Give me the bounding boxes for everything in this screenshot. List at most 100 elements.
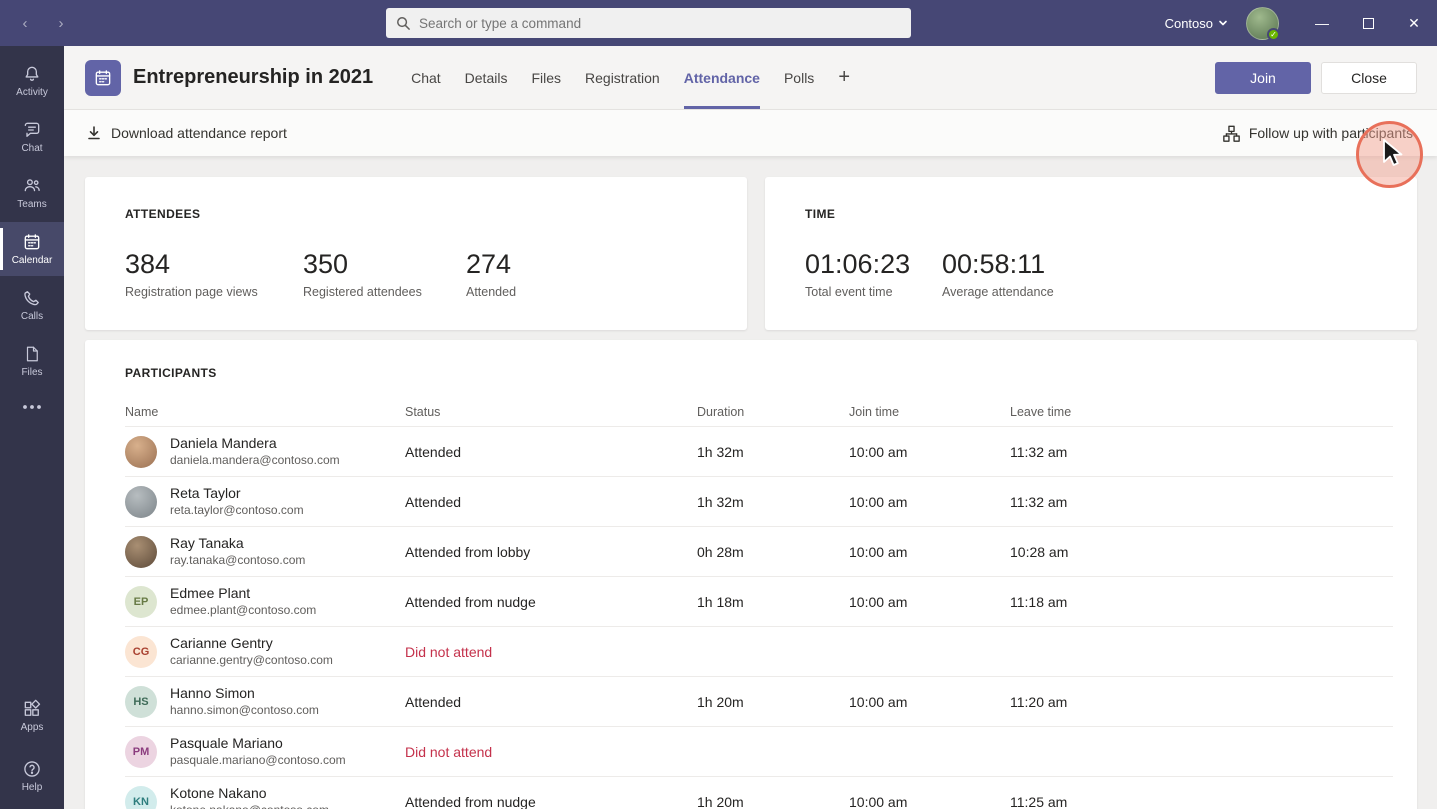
bell-icon [25,66,39,81]
chat-icon [24,122,40,137]
stat-registration-page-views: 384 Registration page views [125,249,258,299]
participant-avatar: CG [125,635,157,668]
presence-available-icon: ✓ [1267,27,1280,41]
close-button[interactable]: Close [1321,61,1417,94]
stat-total-event-time: 01:06:23 Total event time [805,249,911,299]
close-window-button[interactable]: ✕ [1408,14,1420,31]
participant-email: ray.tanaka@contoso.com [170,552,306,567]
tab-details[interactable]: Details [464,69,508,86]
org-switcher[interactable]: Contoso [1165,16,1228,31]
participant-avatar [125,435,157,468]
participants-table-header: Name Status Duration Join time Leave tim… [125,398,1393,426]
tab-files[interactable]: Files [531,69,562,86]
page-title: Entrepreneurship in 2021 [133,66,374,88]
sidebar-item-more[interactable] [0,390,64,424]
stat-registered-attendees: 350 Registered attendees [303,249,422,299]
calendar-icon [24,234,40,250]
meeting-tabs: Chat Details Files Registration Attendan… [399,46,862,109]
join-button[interactable]: Join [1215,61,1311,94]
participant-leave-time: 11:18 am [1010,593,1068,610]
participant-leave-time: 11:20 am [1010,693,1068,710]
tab-chat[interactable]: Chat [411,69,441,86]
attendees-card-title: ATTENDEES [125,207,201,221]
sidebar-item-calendar[interactable]: Calendar [0,222,64,276]
participant-row[interactable]: HS Hanno Simon hanno.simon@contoso.com A… [125,676,1393,726]
tab-attendance[interactable]: Attendance [672,46,772,109]
forward-icon[interactable]: › [58,14,64,32]
participants-card: PARTICIPANTS Name Status Duration Join t… [85,340,1417,809]
participant-row[interactable]: Daniela Mandera daniela.mandera@contoso.… [125,426,1393,476]
add-tab-button[interactable]: + [838,66,850,88]
col-status: Status [405,405,441,419]
tab-polls[interactable]: Polls [783,69,815,86]
participant-status: Attended from nudge [405,593,536,610]
participant-avatar [125,485,157,518]
back-icon[interactable]: ‹ [22,14,28,32]
participant-row[interactable]: CG Carianne Gentry carianne.gentry@conto… [125,626,1393,676]
command-search[interactable] [386,8,911,38]
participant-status: Attended from lobby [405,543,531,560]
search-icon [397,16,410,30]
file-icon [26,346,38,362]
sidebar-item-teams[interactable]: Teams [0,166,64,220]
download-report-button[interactable]: Download attendance report [86,125,287,141]
people-icon [24,179,40,192]
participant-name: Daniela Mandera [170,435,277,452]
app-sidebar: Activity Chat Teams [0,46,64,809]
participant-email: pasquale.mariano@contoso.com [170,752,346,767]
phone-icon [24,291,39,306]
attendance-toolbar: Download attendance report Follow up wit… [64,110,1437,156]
participant-email: carianne.gentry@contoso.com [170,652,333,667]
participant-status: Attended [405,443,462,460]
participant-email: kotone.nakano@contoso.com [170,803,329,809]
meeting-header: Entrepreneurship in 2021 Chat Details Fi… [64,46,1437,110]
participant-row[interactable]: PM Pasquale Mariano pasquale.mariano@con… [125,726,1393,776]
participant-status: Did not attend [405,743,493,760]
participant-duration: 1h 20m [697,793,744,809]
title-bar: ‹ › Contoso ✓ — ✕ [0,0,1437,46]
participant-email: daniela.mandera@contoso.com [170,452,340,467]
participant-leave-time: 11:25 am [1010,793,1068,809]
time-card-title: TIME [805,207,836,221]
col-leave-time: Leave time [1010,405,1072,419]
search-input[interactable] [419,15,901,31]
follow-up-button[interactable]: Follow up with participants [1222,125,1413,142]
sidebar-item-apps[interactable]: Apps [0,689,64,743]
participant-row[interactable]: Ray Tanaka ray.tanaka@contoso.com Attend… [125,526,1393,576]
tab-registration[interactable]: Registration [585,69,660,86]
participant-row[interactable]: KN Kotone Nakano kotone.nakano@contoso.c… [125,776,1393,809]
attendees-card: ATTENDEES 384 Registration page views 35… [85,177,747,330]
participant-email: reta.taylor@contoso.com [170,502,304,517]
participant-status: Did not attend [405,643,493,660]
user-avatar[interactable]: ✓ [1246,6,1280,41]
participants-rows: Daniela Mandera daniela.mandera@contoso.… [125,426,1393,809]
stat-attended: 274 Attended [466,249,517,299]
participant-avatar: HS [125,685,157,718]
minimize-button[interactable]: — [1315,15,1329,31]
participant-duration: 1h 20m [697,693,744,710]
download-icon [88,126,100,140]
participant-avatar: KN [125,785,157,809]
participant-name: Carianne Gentry [170,635,273,652]
participant-row[interactable]: Reta Taylor reta.taylor@contoso.com Atte… [125,476,1393,526]
main-area: Entrepreneurship in 2021 Chat Details Fi… [64,46,1437,809]
participant-avatar: PM [125,735,157,768]
sidebar-item-help[interactable]: Help [0,749,64,803]
participant-duration: 0h 28m [697,543,744,560]
stat-average-attendance: 00:58:11 Average attendance [942,249,1054,299]
participants-card-title: PARTICIPANTS [125,366,217,380]
sidebar-item-files[interactable]: Files [0,334,64,388]
maximize-button[interactable] [1345,0,1391,46]
attendance-content: ATTENDEES 384 Registration page views 35… [64,156,1437,809]
sidebar-item-activity[interactable]: Activity [0,54,64,108]
sidebar-spacer [0,426,64,689]
time-card: TIME 01:06:23 Total event time 00:58:11 … [765,177,1417,330]
participant-email: edmee.plant@contoso.com [170,602,317,617]
sidebar-item-chat[interactable]: Chat [0,110,64,164]
participant-join-time: 10:00 am [849,443,908,460]
sidebar-item-calls[interactable]: Calls [0,278,64,332]
participant-status: Attended from nudge [405,793,536,809]
participant-row[interactable]: EP Edmee Plant edmee.plant@contoso.com A… [125,576,1393,626]
participant-name: Kotone Nakano [170,785,267,802]
